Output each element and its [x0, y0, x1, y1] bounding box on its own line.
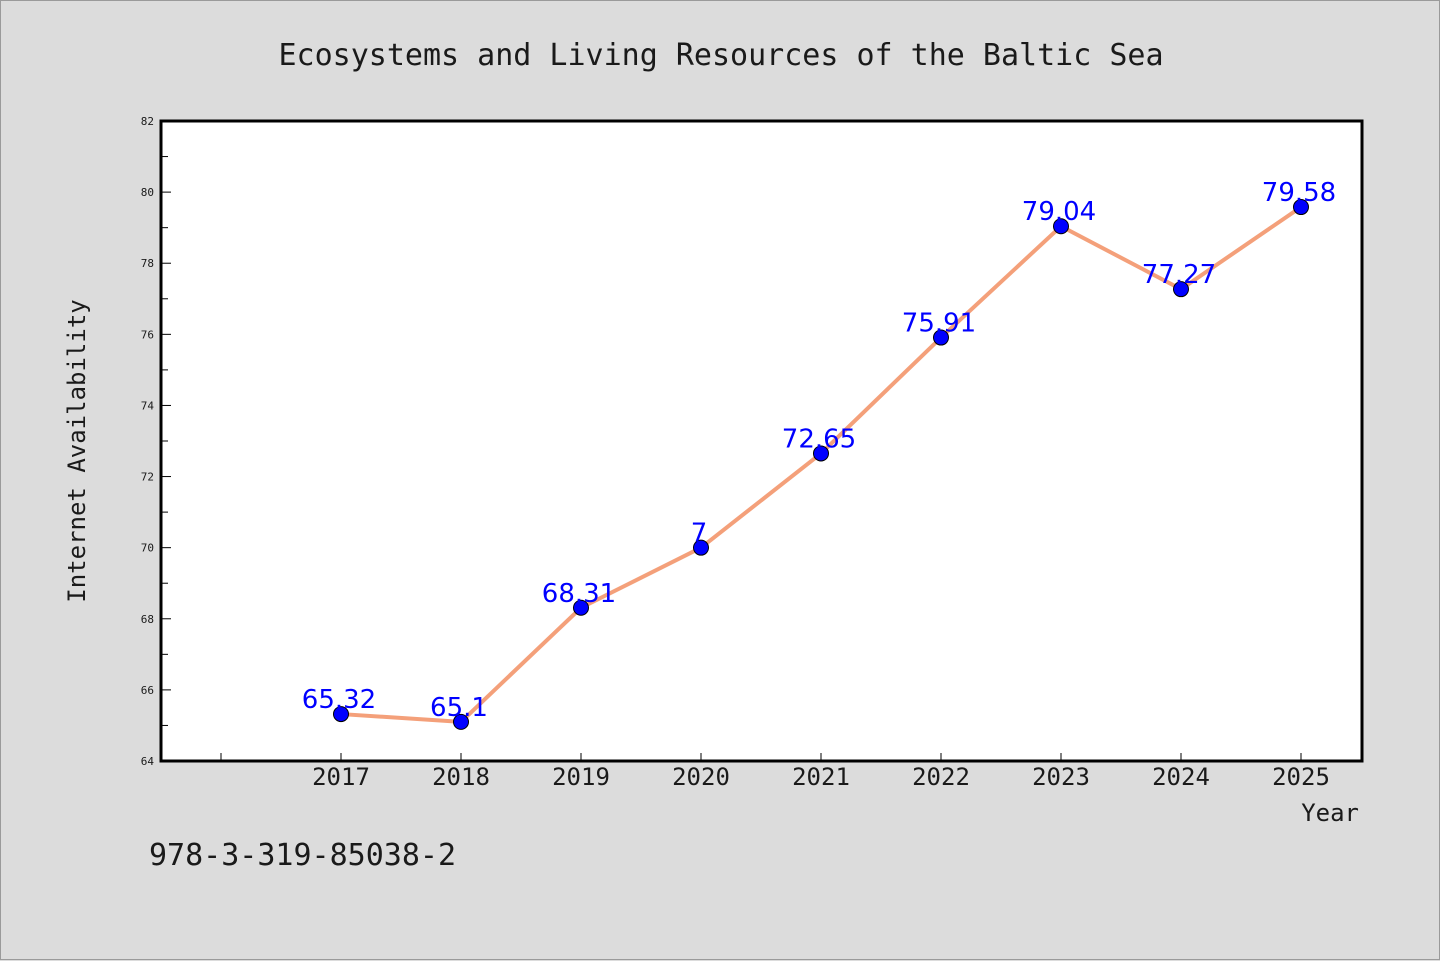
data-point	[453, 713, 469, 730]
data-labels-group: 65.32 65.1 68.31 7 72.65 75.91 79.04 77.27 79.58	[302, 178, 1336, 723]
x-tick-label: 2020	[672, 763, 730, 791]
y-tick-label: 72	[141, 471, 154, 484]
data-point	[813, 445, 829, 462]
y-tick-label: 78	[141, 257, 154, 270]
x-tick-label: 2017	[312, 763, 370, 791]
chart-title: Ecosystems and Living Resources of the B…	[278, 38, 1163, 73]
x-tick-label: 2018	[432, 763, 490, 791]
data-label: 75.91	[902, 309, 976, 339]
x-tick-label: 2023	[1032, 763, 1090, 791]
data-label: 7	[691, 519, 708, 549]
y-tick-label: 82	[141, 115, 154, 128]
x-tick-label: 2019	[552, 763, 610, 791]
y-tick-label: 66	[141, 684, 154, 697]
data-point	[1173, 281, 1189, 298]
data-label: 68.31	[542, 579, 616, 609]
data-label: 79.58	[1262, 178, 1336, 208]
plot-area	[159, 119, 1364, 763]
isbn-footer: 978-3-319-85038-2	[149, 838, 456, 873]
data-label: 77.27	[1142, 260, 1216, 290]
y-tick-label: 70	[141, 542, 154, 555]
data-label: 65.1	[430, 693, 488, 723]
x-tick-label: 2021	[792, 763, 850, 791]
data-point	[693, 539, 709, 556]
data-point	[933, 329, 949, 346]
data-point	[333, 706, 349, 723]
x-tick-label: 2022	[912, 763, 970, 791]
y-axis-title: Internet Availability	[63, 299, 91, 602]
data-point	[1053, 218, 1069, 235]
y-tick-label: 76	[141, 328, 154, 341]
markers-group	[333, 199, 1309, 730]
x-axis: 2017 2018 2019 2020 2021 2022 2023 2024 2025	[220, 753, 1330, 791]
x-axis-title: Year	[1301, 799, 1359, 827]
data-label: 79.04	[1022, 197, 1096, 227]
y-tick-label: 64	[141, 755, 155, 768]
data-label: 72.65	[782, 424, 856, 454]
data-point	[573, 599, 589, 616]
y-tick-label: 74	[141, 399, 155, 412]
y-axis: 64 66 68 70 72 74 76 78 80 82	[141, 115, 171, 768]
y-tick-label: 68	[141, 613, 154, 626]
data-point	[1293, 199, 1309, 216]
x-tick-label: 2024	[1152, 763, 1210, 791]
data-label: 65.32	[302, 685, 376, 715]
y-tick-label: 80	[141, 186, 154, 199]
x-tick-label: 2025	[1272, 763, 1330, 791]
